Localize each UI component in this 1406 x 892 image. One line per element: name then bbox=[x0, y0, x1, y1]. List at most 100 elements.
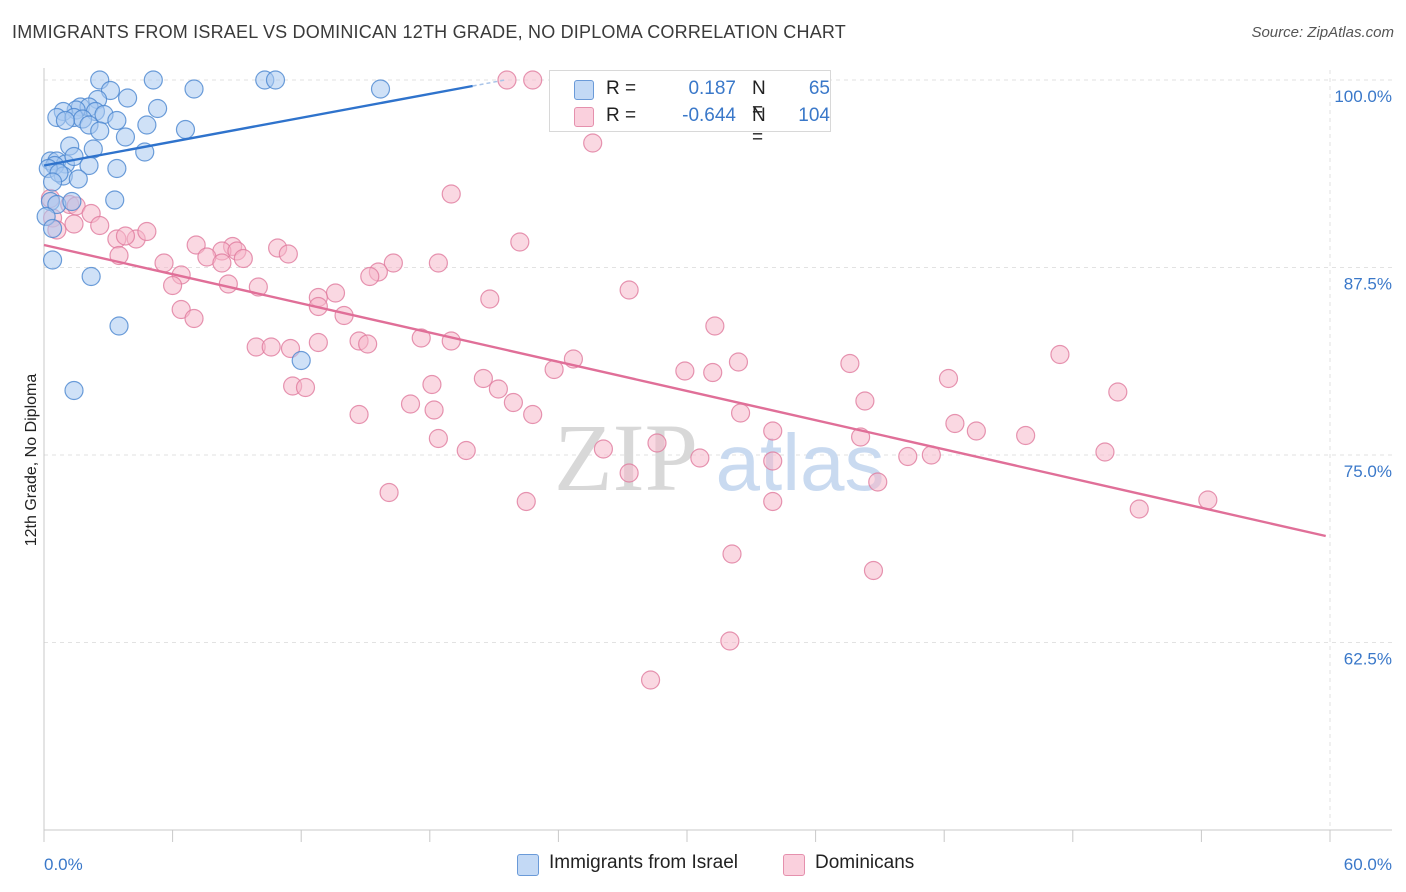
israel-point bbox=[370, 79, 391, 99]
dominican-point bbox=[619, 280, 639, 300]
israel-point bbox=[42, 172, 63, 192]
dominican-point bbox=[295, 377, 316, 398]
dominican-point bbox=[325, 283, 346, 303]
dominican-point bbox=[383, 253, 403, 273]
dominican-point bbox=[115, 226, 136, 246]
israel-point bbox=[105, 190, 125, 210]
dominican-point bbox=[516, 491, 536, 512]
dominican-point bbox=[480, 289, 500, 309]
bottom-legend-swatch-dominicans bbox=[783, 854, 805, 876]
dominican-point bbox=[379, 482, 399, 503]
dominican-point bbox=[441, 184, 461, 204]
israel-point bbox=[64, 380, 84, 401]
tick-labels-layer: 62.5% 75.0% 87.5% 100.0% 0.0% 60.0% bbox=[44, 87, 1392, 874]
israel-point bbox=[68, 169, 88, 189]
dominican-point bbox=[510, 232, 530, 252]
israel-point bbox=[107, 110, 127, 131]
dominican-point bbox=[945, 413, 965, 434]
dominican-point bbox=[184, 308, 204, 329]
dominican-point bbox=[730, 403, 751, 423]
dominican-point bbox=[422, 374, 442, 395]
dominican-point bbox=[619, 463, 639, 483]
dominican-trend-line bbox=[43, 243, 1326, 538]
dominican-point bbox=[233, 248, 253, 269]
dominican-point bbox=[424, 400, 444, 420]
correlation-legend: R = 0.187 N = 65 R = -0.644 N = 104 bbox=[549, 70, 831, 148]
dominican-point bbox=[593, 439, 614, 459]
legend-n-value: 65 bbox=[808, 78, 830, 99]
dominican-point bbox=[1016, 425, 1036, 446]
israel-point bbox=[147, 98, 168, 119]
dominican-point bbox=[488, 379, 508, 399]
israel-point bbox=[42, 250, 63, 270]
dominican-point bbox=[840, 353, 860, 374]
dominican-point bbox=[863, 560, 884, 581]
y-tick-label: 62.5% bbox=[1344, 650, 1392, 669]
watermark-zip: ZIP bbox=[554, 404, 698, 511]
x-tick-label: 0.0% bbox=[44, 855, 83, 874]
dominican-point bbox=[675, 361, 695, 381]
dominican-point bbox=[898, 446, 918, 467]
legend-n-label: N = bbox=[752, 105, 766, 148]
dominican-point bbox=[1129, 499, 1149, 519]
dominican-point bbox=[358, 334, 378, 354]
dominican-point bbox=[218, 274, 238, 294]
dominican-point bbox=[503, 392, 523, 413]
israel-point bbox=[90, 121, 110, 141]
chart-title: IMMIGRANTS FROM ISRAEL VS DOMINICAN 12TH… bbox=[12, 22, 846, 42]
dominican-point bbox=[640, 670, 661, 690]
legend-r-value: 0.187 bbox=[688, 78, 736, 99]
points-layer bbox=[36, 70, 1218, 690]
legend-r-label: R = bbox=[606, 105, 637, 126]
israel-point bbox=[107, 158, 127, 179]
israel-point bbox=[137, 115, 157, 135]
dominican-point bbox=[938, 368, 959, 389]
israel-point bbox=[143, 70, 163, 90]
y-axis-label: 12th Grade, No Diploma bbox=[23, 373, 40, 547]
dominican-point bbox=[1050, 344, 1070, 365]
dominican-point bbox=[90, 215, 110, 236]
dominican-point bbox=[720, 631, 740, 651]
bottom-legend-label-dominicans: Dominicans bbox=[815, 852, 915, 873]
dominican-point bbox=[728, 352, 749, 372]
dominican-point bbox=[1095, 442, 1115, 462]
dominican-point bbox=[360, 266, 380, 287]
israel-point bbox=[117, 88, 138, 108]
legend-swatch-israel bbox=[574, 80, 594, 100]
bottom-legend-swatch-israel bbox=[517, 854, 539, 876]
legend-n-label: N = bbox=[752, 78, 766, 121]
israel-trend-line bbox=[43, 84, 473, 167]
dominican-point bbox=[64, 214, 84, 234]
dominican-point bbox=[278, 244, 298, 264]
israel-trend-extension bbox=[472, 79, 505, 87]
dominican-point bbox=[411, 328, 431, 348]
bottom-legend-label-israel: Immigrants from Israel bbox=[549, 852, 738, 873]
israel-point bbox=[184, 79, 204, 99]
dominican-point bbox=[441, 331, 461, 351]
israel-point bbox=[115, 127, 136, 147]
israel-point bbox=[109, 316, 129, 336]
dominican-point bbox=[186, 235, 206, 255]
israel-point bbox=[81, 266, 101, 287]
legend-r-label: R = bbox=[606, 78, 637, 99]
dominican-point bbox=[1198, 490, 1218, 510]
dominican-point bbox=[456, 440, 476, 461]
dominican-point bbox=[966, 421, 986, 441]
source-label: Source: ZipAtlas.com bbox=[1251, 24, 1394, 41]
dominican-point bbox=[583, 133, 603, 153]
dominican-point bbox=[523, 404, 543, 425]
dominican-point bbox=[154, 253, 174, 273]
israel-point bbox=[175, 119, 196, 140]
trend-layer bbox=[43, 79, 1326, 538]
dominican-point bbox=[137, 221, 157, 242]
dominican-point bbox=[763, 451, 783, 471]
dominican-point bbox=[523, 70, 543, 90]
x-tick-label: 60.0% bbox=[1344, 855, 1392, 874]
israel-point bbox=[265, 70, 286, 90]
y-tick-label: 100.0% bbox=[1334, 87, 1392, 106]
israel-point bbox=[62, 191, 82, 212]
dominican-point bbox=[703, 362, 723, 383]
dominican-point bbox=[280, 338, 301, 359]
dominican-point bbox=[690, 448, 710, 468]
dominican-point bbox=[763, 421, 783, 441]
